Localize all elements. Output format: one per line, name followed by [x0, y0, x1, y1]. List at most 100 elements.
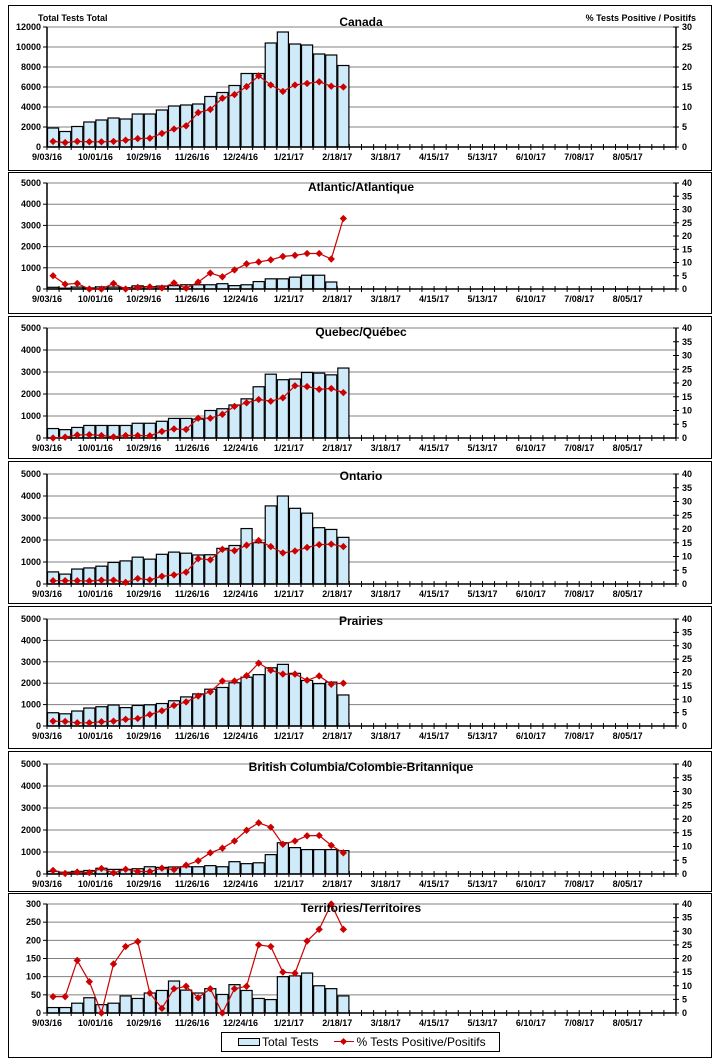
- legend-bar-label: Total Tests: [262, 1035, 319, 1049]
- positivity-point: [291, 969, 299, 977]
- positivity-point: [279, 840, 287, 848]
- positivity-point: [218, 545, 227, 554]
- positivity-point: [255, 258, 263, 266]
- x-tick-label: 3/18/17: [371, 1018, 401, 1028]
- bar: [264, 667, 277, 727]
- y-tick-label: 0: [36, 579, 41, 589]
- positivity-point: [134, 714, 142, 723]
- y-tick-label: 10000: [16, 42, 41, 52]
- bar: [325, 528, 338, 585]
- bar: [155, 702, 169, 727]
- x-tick-label: 9/03/16: [32, 589, 62, 599]
- positivity-point: [134, 134, 142, 143]
- y-tick-label: 4000: [21, 199, 41, 209]
- x-tick-label: 11/26/16: [175, 1018, 210, 1028]
- positivity-point: [134, 283, 142, 292]
- positivity-point: [61, 717, 69, 726]
- bar: [276, 976, 290, 1014]
- y2-tick-label: 40: [682, 614, 692, 624]
- y-tick-label: 4000: [21, 102, 41, 112]
- positivity-point: [134, 937, 142, 946]
- x-tick-label: 2/18/17: [322, 294, 352, 304]
- y-tick-label: 2000: [21, 825, 41, 835]
- x-tick-label: 3/18/17: [371, 879, 401, 889]
- positivity-point: [182, 122, 190, 130]
- positivity-point: [49, 137, 57, 146]
- bar: [58, 1006, 72, 1014]
- x-tick-label: 1/21/17: [274, 294, 304, 304]
- x-tick-label: 8/05/17: [613, 879, 643, 889]
- y-tick-label: 0: [36, 433, 41, 443]
- positivity-point: [303, 543, 311, 552]
- positivity-point: [315, 925, 323, 934]
- x-tick-label: 4/15/17: [419, 1018, 449, 1028]
- x-tick-label: 1/21/17: [274, 731, 304, 741]
- x-tick-label: 9/03/16: [32, 731, 62, 741]
- x-tick-label: 10/01/16: [78, 879, 113, 889]
- positivity-point: [73, 868, 81, 876]
- chart-title: Canada: [339, 15, 383, 29]
- bar: [300, 44, 314, 148]
- y2-tick-label: 30: [682, 926, 692, 936]
- x-tick-label: 7/08/17: [564, 731, 594, 741]
- positivity-point: [279, 252, 287, 261]
- x-tick-label: 3/18/17: [371, 731, 401, 741]
- positivity-point: [121, 715, 130, 723]
- positivity-point: [61, 992, 69, 1001]
- y2-tick-label: 40: [682, 323, 692, 333]
- y2-tick-label: 5: [682, 565, 687, 575]
- positivity-point: [158, 427, 166, 436]
- bar: [264, 42, 277, 148]
- positivity-point: [218, 844, 227, 852]
- positivity-point: [279, 394, 287, 402]
- chart-title: Atlantic/Atlantique: [308, 180, 414, 194]
- positivity-point: [170, 125, 178, 133]
- positivity-point: [279, 87, 287, 96]
- x-tick-label: 6/10/17: [516, 443, 546, 453]
- x-tick-label: 1/21/17: [274, 879, 304, 889]
- positivity-point: [218, 677, 227, 685]
- positivity-point: [242, 541, 251, 549]
- y2-tick-label: 5: [682, 122, 687, 132]
- bar: [119, 995, 132, 1014]
- positivity-point: [267, 256, 275, 264]
- positivity-point: [303, 382, 311, 391]
- positivity-point: [206, 414, 214, 422]
- y-tick-label: 300: [26, 899, 41, 909]
- y-tick-label: 250: [26, 917, 41, 927]
- positivity-point: [170, 425, 178, 433]
- bar: [240, 989, 253, 1014]
- bar: [264, 373, 277, 439]
- y-tick-label: 2000: [21, 122, 41, 132]
- bar: [300, 848, 314, 875]
- y2-tick-label: 35: [682, 483, 692, 493]
- bar: [313, 53, 326, 148]
- x-tick-label: 7/08/17: [564, 294, 594, 304]
- positivity-point: [194, 555, 202, 563]
- positivity-point: [315, 540, 323, 549]
- bar: [228, 682, 241, 727]
- y2-tick-label: 30: [682, 641, 692, 651]
- positivity-point: [121, 431, 130, 440]
- x-tick-label: 5/13/17: [467, 443, 497, 453]
- positivity-point: [230, 266, 239, 274]
- bar: [264, 998, 277, 1014]
- positivity-point: [327, 841, 335, 850]
- y2-tick-label: 20: [682, 524, 692, 534]
- positivity-point: [146, 867, 154, 876]
- y-tick-label: 3000: [21, 220, 41, 230]
- x-tick-label: 3/18/17: [371, 294, 401, 304]
- y2-tick-label: 0: [682, 1008, 687, 1018]
- positivity-point: [97, 138, 106, 146]
- positivity-point: [303, 937, 311, 945]
- y-tick-label: 8000: [21, 62, 41, 72]
- y2-tick-label: 10: [682, 552, 692, 562]
- positivity-point: [194, 108, 202, 117]
- bar: [300, 972, 314, 1014]
- positivity-point: [242, 826, 251, 834]
- positivity-point: [218, 94, 227, 102]
- bar: [252, 674, 265, 727]
- x-tick-label: 12/24/16: [223, 879, 258, 889]
- x-tick-label: 8/05/17: [613, 589, 643, 599]
- y2-tick-label: 30: [682, 205, 692, 215]
